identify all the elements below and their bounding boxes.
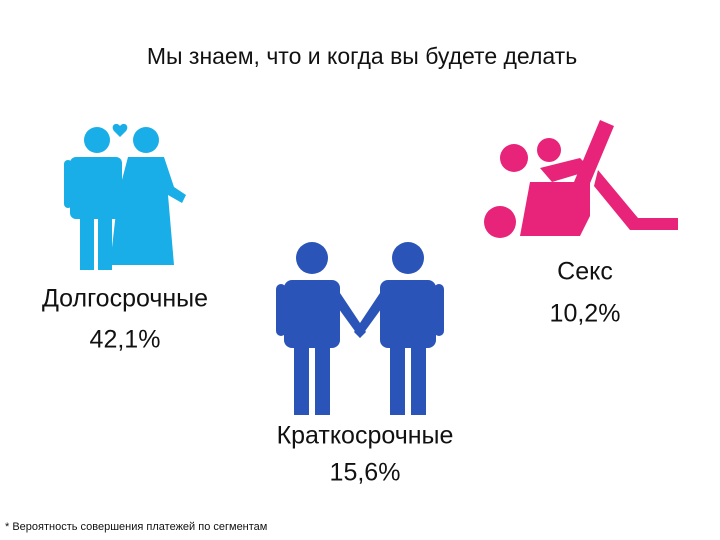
title: Мы знаем, что и когда вы будете делать (147, 43, 577, 69)
couple-icon (276, 242, 444, 415)
segment-label: Краткосрочные (277, 422, 454, 450)
segment-value: 10,2% (550, 300, 621, 328)
footnote: * Вероятность совершения платежей по сег… (5, 521, 267, 533)
segment-value: 15,6% (330, 459, 401, 487)
wedding-icon (64, 123, 186, 270)
segment-label: Долгосрочные (42, 285, 208, 313)
sex-icon (484, 120, 678, 238)
segment-label: Секс (557, 258, 613, 286)
segment-value: 42,1% (90, 326, 161, 354)
